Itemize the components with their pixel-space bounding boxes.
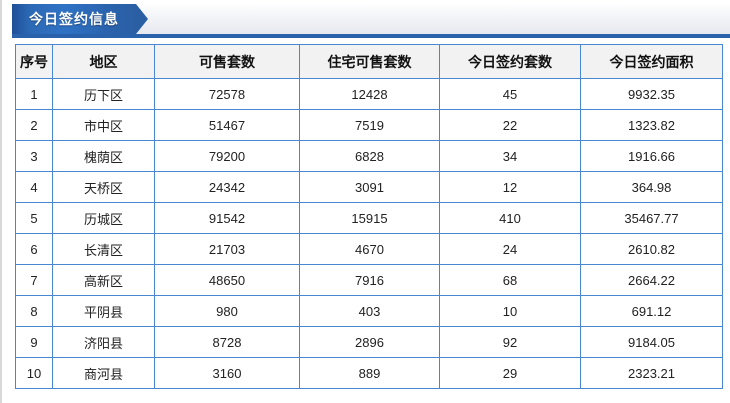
cell-area: 历城区: [52, 202, 155, 234]
column-header-area: 地区: [52, 44, 155, 79]
cell-index: 7: [15, 264, 53, 296]
cell-sale-units: 48650: [154, 264, 300, 296]
table-row: 6 长清区 21703 4670 24 2610.82: [15, 233, 723, 265]
tab-chevron-right-icon: [136, 4, 148, 34]
cell-sale-units: 21703: [154, 233, 300, 265]
cell-sale-units: 51467: [154, 109, 300, 141]
cell-index: 10: [15, 357, 53, 389]
column-header-index: 序号: [15, 44, 53, 79]
signing-info-table: 序号 地区 可售套数 住宅可售套数 今日签约套数 今日签约面积 1 历下区 7257…: [15, 44, 723, 389]
cell-sale-units: 91542: [154, 202, 300, 234]
cell-sale-units: 980: [154, 295, 300, 327]
cell-resi-sale-units: 2896: [299, 326, 440, 358]
cell-signed-area: 9184.05: [580, 326, 723, 358]
cell-sale-units: 3160: [154, 357, 300, 389]
table-row: 9 济阳县 8728 2896 92 9184.05: [15, 326, 723, 358]
cell-sale-units: 8728: [154, 326, 300, 358]
page-title: 今日签约信息: [29, 11, 119, 27]
cell-index: 8: [15, 295, 53, 327]
signing-info-table-wrapper: 序号 地区 可售套数 住宅可售套数 今日签约套数 今日签约面积 1 历下区 7257…: [15, 44, 723, 389]
cell-area: 市中区: [52, 109, 155, 141]
cell-area: 槐荫区: [52, 140, 155, 172]
cell-area: 济阳县: [52, 326, 155, 358]
cell-signed-area: 2664.22: [580, 264, 723, 296]
cell-area: 高新区: [52, 264, 155, 296]
cell-area: 平阴县: [52, 295, 155, 327]
cell-signed-units: 92: [439, 326, 581, 358]
table-header-row: 序号 地区 可售套数 住宅可售套数 今日签约套数 今日签约面积: [15, 44, 723, 79]
cell-signed-area: 35467.77: [580, 202, 723, 234]
cell-signed-area: 2323.21: [580, 357, 723, 389]
cell-sale-units: 24342: [154, 171, 300, 203]
cell-index: 1: [15, 78, 53, 110]
table-body: 1 历下区 72578 12428 45 9932.35 2 市中区 51467 7519 22 13…: [15, 78, 723, 389]
cell-signed-units: 29: [439, 357, 581, 389]
cell-sale-units: 79200: [154, 140, 300, 172]
table-row: 1 历下区 72578 12428 45 9932.35: [15, 78, 723, 110]
cell-signed-area: 364.98: [580, 171, 723, 203]
cell-resi-sale-units: 15915: [299, 202, 440, 234]
table-row: 4 天桥区 24342 3091 12 364.98: [15, 171, 723, 203]
column-header-sale-units: 可售套数: [154, 44, 300, 79]
cell-resi-sale-units: 12428: [299, 78, 440, 110]
cell-index: 6: [15, 233, 53, 265]
cell-signed-units: 68: [439, 264, 581, 296]
table-row: 2 市中区 51467 7519 22 1323.82: [15, 109, 723, 141]
cell-resi-sale-units: 3091: [299, 171, 440, 203]
cell-signed-units: 24: [439, 233, 581, 265]
cell-area: 天桥区: [52, 171, 155, 203]
cell-signed-units: 45: [439, 78, 581, 110]
cell-resi-sale-units: 7916: [299, 264, 440, 296]
column-header-resi-sale-units: 住宅可售套数: [299, 44, 440, 79]
cell-resi-sale-units: 889: [299, 357, 440, 389]
table-row: 3 槐荫区 79200 6828 34 1916.66: [15, 140, 723, 172]
cell-signed-area: 1916.66: [580, 140, 723, 172]
cell-index: 4: [15, 171, 53, 203]
cell-signed-area: 1323.82: [580, 109, 723, 141]
cell-area: 历下区: [52, 78, 155, 110]
cell-signed-area: 2610.82: [580, 233, 723, 265]
table-row: 5 历城区 91542 15915 410 35467.77: [15, 202, 723, 234]
cell-resi-sale-units: 6828: [299, 140, 440, 172]
cell-signed-units: 34: [439, 140, 581, 172]
column-header-signed-units: 今日签约套数: [439, 44, 581, 79]
cell-index: 9: [15, 326, 53, 358]
cell-resi-sale-units: 7519: [299, 109, 440, 141]
cell-signed-units: 410: [439, 202, 581, 234]
cell-resi-sale-units: 403: [299, 295, 440, 327]
column-header-signed-area: 今日签约面积: [580, 44, 723, 79]
cell-area: 长清区: [52, 233, 155, 265]
cell-signed-units: 10: [439, 295, 581, 327]
cell-index: 3: [15, 140, 53, 172]
table-row: 8 平阴县 980 403 10 691.12: [15, 295, 723, 327]
table-row: 7 高新区 48650 7916 68 2664.22: [15, 264, 723, 296]
cell-signed-units: 22: [439, 109, 581, 141]
cell-signed-area: 691.12: [580, 295, 723, 327]
cell-area: 商河县: [52, 357, 155, 389]
panel-title-tab: 今日签约信息: [12, 4, 136, 34]
cell-signed-area: 9932.35: [580, 78, 723, 110]
cell-resi-sale-units: 4670: [299, 233, 440, 265]
cell-index: 2: [15, 109, 53, 141]
cell-sale-units: 72578: [154, 78, 300, 110]
cell-index: 5: [15, 202, 53, 234]
table-row: 10 商河县 3160 889 29 2323.21: [15, 357, 723, 389]
cell-signed-units: 12: [439, 171, 581, 203]
